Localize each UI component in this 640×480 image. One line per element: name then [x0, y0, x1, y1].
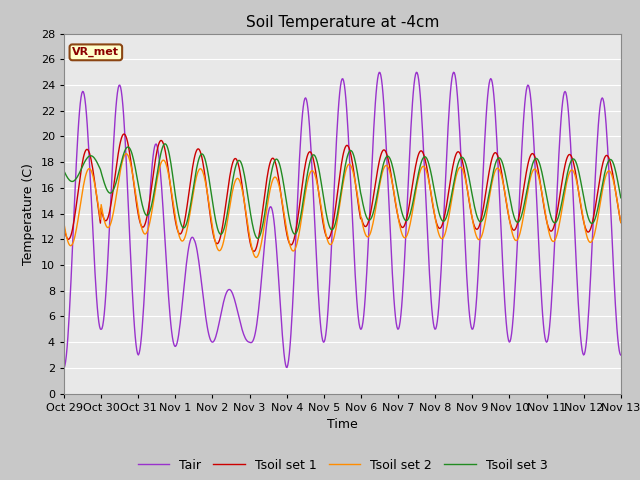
Legend: Tair, Tsoil set 1, Tsoil set 2, Tsoil set 3: Tair, Tsoil set 1, Tsoil set 2, Tsoil se… [132, 454, 552, 477]
Tair [214, 328, 221, 334]
Tsoil set 3 [412, 185, 419, 191]
Tsoil set 1 [120, 131, 127, 137]
Line: Tsoil set 3: Tsoil set 3 [64, 144, 621, 239]
Tsoil set 2 [122, 151, 130, 156]
Line: Tsoil set 2: Tsoil set 2 [64, 154, 621, 257]
Tsoil set 2 [252, 254, 260, 260]
Tsoil set 3 [185, 212, 193, 218]
Tsoil set 1 [428, 196, 436, 202]
Tsoil set 1 [412, 163, 419, 169]
Tair [70, 209, 78, 215]
Tsoil set 2 [128, 169, 136, 175]
Tair [426, 285, 434, 290]
Tsoil set 2 [428, 195, 436, 201]
Line: Tsoil set 1: Tsoil set 1 [64, 134, 621, 252]
Tsoil set 1 [70, 217, 78, 223]
Tsoil set 3 [60, 168, 68, 174]
X-axis label: Time: Time [327, 418, 358, 431]
Title: Soil Temperature at -4cm: Soil Temperature at -4cm [246, 15, 439, 30]
Tsoil set 2 [617, 220, 625, 226]
Tsoil set 3 [254, 236, 262, 241]
Tsoil set 1 [214, 240, 222, 246]
Tsoil set 2 [185, 218, 193, 224]
Tsoil set 1 [617, 219, 625, 225]
Line: Tair: Tair [64, 72, 621, 368]
Tsoil set 1 [128, 168, 136, 174]
Tsoil set 3 [617, 195, 625, 201]
Tair [617, 352, 625, 358]
Tair [410, 82, 418, 87]
Tsoil set 2 [60, 221, 68, 227]
Tsoil set 3 [214, 228, 222, 233]
Tsoil set 3 [127, 149, 135, 155]
Y-axis label: Temperature (C): Temperature (C) [22, 163, 35, 264]
Tsoil set 3 [161, 141, 168, 147]
Tsoil set 2 [412, 190, 419, 196]
Tsoil set 3 [428, 174, 436, 180]
Tsoil set 2 [70, 237, 78, 242]
Tsoil set 3 [70, 178, 78, 184]
Text: VR_met: VR_met [72, 47, 119, 58]
Tair [450, 70, 458, 75]
Tsoil set 1 [185, 192, 193, 197]
Tair [184, 250, 192, 255]
Tsoil set 1 [60, 224, 68, 230]
Tair [60, 365, 68, 371]
Tsoil set 2 [214, 247, 222, 252]
Tsoil set 1 [250, 249, 257, 254]
Tair [127, 270, 135, 276]
